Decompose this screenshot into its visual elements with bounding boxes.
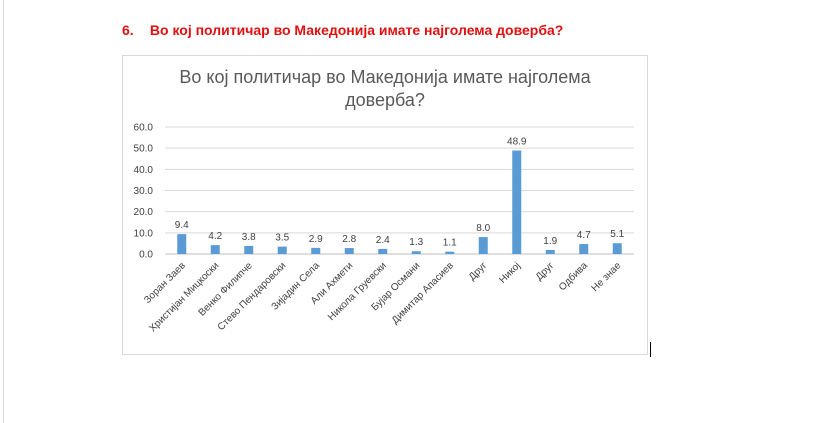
chart-bars [177, 150, 622, 254]
bar-value-label: 1.9 [543, 236, 557, 247]
x-category-label: Димитар Апасиев [390, 260, 456, 326]
x-category-label: Никој [497, 260, 523, 286]
bar [277, 246, 287, 254]
data-labels: 9.4 4.2 3.8 3.5 2.9 2.8 2.4 1.3 1.1 8.0 48.9 1.9 4.7… [175, 136, 625, 248]
chart-gridlines [165, 126, 634, 255]
y-axis-ticks: 0.0 10.0 20.0 30.0 40.0 50.0 60.0 [134, 123, 154, 261]
bar-value-label: 2.9 [309, 234, 323, 245]
x-category-label: Друг [467, 260, 490, 283]
bar-value-label: 4.7 [577, 230, 591, 241]
question-heading: 6. Во кој политичар во Македонија имате … [122, 22, 563, 38]
bar [311, 247, 321, 254]
bar-value-label: 2.4 [376, 235, 390, 246]
y-tick-label: 10.0 [134, 228, 154, 239]
page-left-border [3, 0, 4, 423]
text-cursor [650, 342, 651, 357]
x-category-label: Никола Груевски [326, 260, 389, 323]
chart-title-line-1: Во кој политичар во Македонија имате нај… [179, 67, 591, 87]
y-tick-label: 20.0 [134, 207, 154, 218]
bar [445, 251, 455, 254]
bar [478, 237, 488, 254]
bar-value-label: 3.5 [275, 233, 289, 244]
bar [177, 234, 187, 254]
bar-value-label: 3.8 [242, 232, 256, 243]
y-tick-label: 50.0 [134, 144, 154, 155]
bar [244, 245, 254, 254]
x-category-label: Одбива [556, 259, 590, 293]
question-number: 6. [122, 22, 134, 38]
bar-value-label: 4.2 [208, 231, 222, 242]
bar [512, 150, 522, 254]
bar-value-label: 8.0 [476, 223, 490, 234]
y-tick-label: 40.0 [134, 165, 154, 176]
bar [378, 248, 388, 254]
bar-value-label: 5.1 [610, 229, 624, 240]
bar [344, 248, 354, 254]
bar-value-label: 9.4 [175, 220, 189, 231]
bar [411, 251, 421, 254]
bar [612, 243, 622, 254]
bar-value-label: 2.8 [342, 234, 356, 245]
question-text: Во кој политичар во Македонија имате нај… [149, 22, 564, 38]
chart-frame [122, 55, 648, 355]
y-tick-label: 30.0 [134, 186, 154, 197]
bar-value-label: 48.9 [507, 136, 527, 147]
x-category-label: Не знае [590, 260, 624, 294]
y-tick-label: 0.0 [139, 250, 153, 261]
chart-title-line-2: доверба? [345, 90, 425, 110]
bar [579, 244, 589, 254]
x-category-label: Друг [534, 260, 557, 283]
bar-value-label: 1.1 [443, 238, 457, 249]
bar [545, 249, 555, 254]
y-tick-label: 60.0 [134, 123, 154, 134]
bar [210, 245, 220, 254]
bar-value-label: 1.3 [409, 237, 423, 248]
